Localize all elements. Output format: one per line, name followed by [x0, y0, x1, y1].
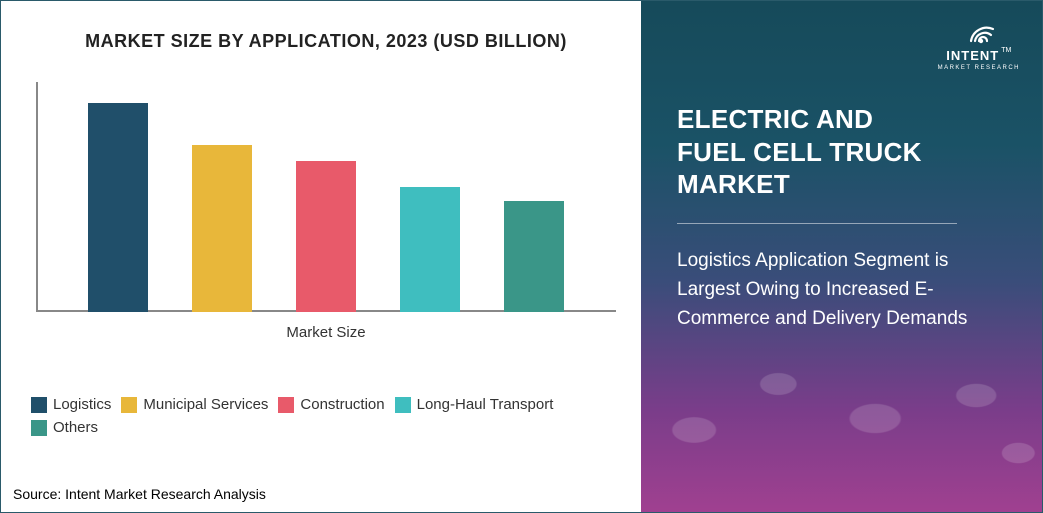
- x-axis-label: Market Size: [31, 324, 621, 341]
- legend-label: Logistics: [53, 396, 111, 413]
- logo-text-sub: MARKET RESEARCH: [938, 65, 1020, 71]
- insight-divider: [677, 223, 957, 224]
- legend-item: Logistics: [31, 396, 111, 413]
- insight-title-line3: MARKET: [677, 169, 790, 199]
- legend-item: Municipal Services: [121, 396, 268, 413]
- wifi-arcs-icon: [961, 17, 997, 45]
- legend-item: Construction: [278, 396, 384, 413]
- legend-swatch: [278, 397, 294, 413]
- legend-swatch: [31, 397, 47, 413]
- legend-label: Municipal Services: [143, 396, 268, 413]
- legend-swatch: [395, 397, 411, 413]
- chart-area: [36, 82, 616, 312]
- bar: [504, 201, 564, 312]
- legend-item: Long-Haul Transport: [395, 396, 554, 413]
- chart-legend: Logistics Municipal Services Construction L…: [31, 396, 621, 436]
- legend-swatch: [121, 397, 137, 413]
- insight-body: Logistics Application Segment is Largest…: [677, 246, 987, 334]
- bar: [296, 161, 356, 312]
- legend-label: Construction: [300, 396, 384, 413]
- insight-content: ELECTRIC AND FUEL CELL TRUCK MARKET Logi…: [677, 103, 1012, 334]
- bar: [88, 103, 148, 312]
- source-attribution: Source: Intent Market Research Analysis: [13, 486, 266, 502]
- bars-group: [36, 82, 616, 312]
- legend-item: Others: [31, 419, 98, 436]
- infographic-container: MARKET SIZE BY APPLICATION, 2023 (USD BI…: [0, 0, 1043, 513]
- legend-swatch: [31, 420, 47, 436]
- legend-label: Long-Haul Transport: [417, 396, 554, 413]
- insight-title: ELECTRIC AND FUEL CELL TRUCK MARKET: [677, 103, 1012, 201]
- bar: [192, 145, 252, 312]
- logo-text-main: INTENT: [946, 48, 999, 63]
- bar: [400, 187, 460, 312]
- insight-panel: INTENTTM MARKET RESEARCH ELECTRIC AND FU…: [641, 1, 1042, 512]
- brand-logo: INTENTTM MARKET RESEARCH: [938, 17, 1020, 71]
- chart-title: MARKET SIZE BY APPLICATION, 2023 (USD BI…: [31, 31, 621, 52]
- insight-title-line1: ELECTRIC AND: [677, 104, 873, 134]
- insight-title-line2: FUEL CELL TRUCK: [677, 137, 922, 167]
- logo-tm: TM: [1001, 47, 1011, 54]
- legend-label: Others: [53, 419, 98, 436]
- chart-panel: MARKET SIZE BY APPLICATION, 2023 (USD BI…: [1, 1, 641, 512]
